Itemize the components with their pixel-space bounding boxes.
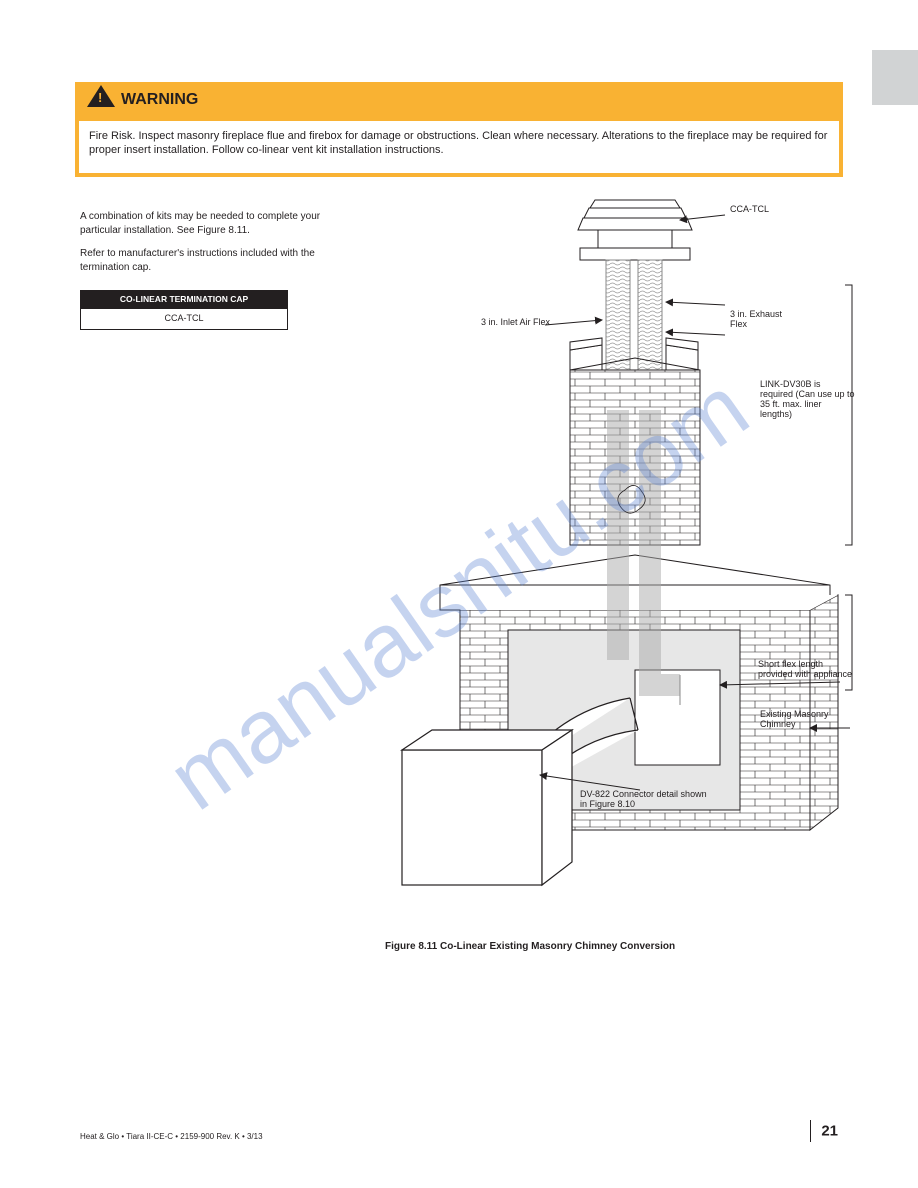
left-paragraph-1: A combination of kits may be needed to c… bbox=[80, 210, 360, 237]
left-column: A combination of kits may be needed to c… bbox=[80, 210, 360, 330]
table-header: CO-LINEAR TERMINATION CAP bbox=[81, 291, 287, 309]
label-link-dv30b: LINK-DV30B is required (Can use up to 35… bbox=[760, 380, 855, 420]
figure-caption: Figure 8.11 Co-Linear Existing Masonry C… bbox=[385, 940, 845, 953]
termination-cap-table: CO-LINEAR TERMINATION CAP CCA-TCL bbox=[80, 290, 288, 330]
footer-divider bbox=[810, 1120, 811, 1142]
warning-box: WARNING Fire Risk. Inspect masonry firep… bbox=[75, 82, 843, 177]
page-tab bbox=[872, 50, 918, 105]
table-cell: CCA-TCL bbox=[81, 309, 287, 329]
label-existing: Existing Masonry Chimney bbox=[760, 710, 840, 730]
warning-body: Fire Risk. Inspect masonry fireplace flu… bbox=[79, 121, 839, 174]
page-number: 21 bbox=[821, 1122, 838, 1139]
left-paragraph-2: Refer to manufacturer's instructions inc… bbox=[80, 247, 360, 274]
page-footer: 21 bbox=[802, 1120, 838, 1142]
label-cca-tcl: CCA-TCL bbox=[730, 205, 769, 215]
warning-title: WARNING bbox=[121, 90, 198, 111]
chimney-figure: CCA-TCL 3 in. Inlet Air Flex 3 in. Exhau… bbox=[380, 190, 860, 940]
label-exhaust: 3 in. Exhaust Flex bbox=[730, 310, 790, 330]
footnote: Heat & Glo • Tiara II-CE-C • 2159-900 Re… bbox=[80, 1132, 263, 1142]
label-dv-822: DV-822 Connector detail shown in Figure … bbox=[580, 790, 710, 810]
label-inlet: 3 in. Inlet Air Flex bbox=[480, 318, 550, 328]
chimney-diagram bbox=[380, 190, 860, 940]
label-short-flex: Short flex length provided with applianc… bbox=[758, 660, 853, 680]
warning-header: WARNING bbox=[79, 86, 839, 121]
warning-triangle-icon bbox=[87, 85, 115, 107]
